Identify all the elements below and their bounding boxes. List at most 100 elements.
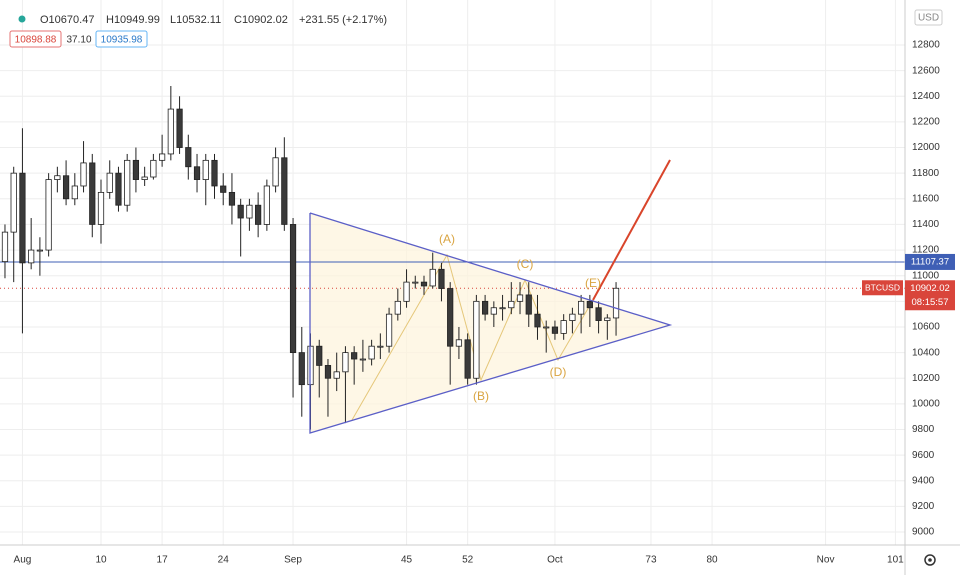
candle-body (586, 300, 593, 309)
wave-label: (B) (473, 389, 489, 403)
countdown-label: 08:15:57 (912, 297, 949, 308)
candle-body (516, 294, 524, 302)
candle-body (272, 157, 279, 187)
candle-body (604, 317, 611, 321)
candle-body (167, 108, 174, 155)
candle-body (228, 191, 236, 206)
candle-body (281, 157, 288, 225)
ohlc-open: O10670.47 (40, 14, 94, 26)
candle-body (1, 231, 9, 263)
candle-body (499, 307, 506, 310)
candle-body (578, 300, 585, 315)
candle-body (560, 320, 567, 334)
symbol-box (862, 280, 903, 296)
candle-body (263, 185, 270, 225)
settings-icon[interactable] (924, 554, 936, 566)
candle-body (464, 339, 471, 379)
candle-body (62, 175, 70, 200)
last-price-box (905, 280, 955, 311)
y-tick-label: 9400 (912, 475, 935, 486)
candle-body (202, 159, 209, 180)
candle-body (237, 204, 244, 219)
candle-body (385, 313, 393, 347)
indicator-box (9, 30, 62, 48)
candle-body (394, 300, 401, 315)
y-tick-label: 12800 (912, 40, 940, 51)
candle-body (193, 166, 201, 180)
candle-body (508, 300, 515, 309)
candle-body (36, 249, 44, 252)
candle-body (377, 345, 384, 348)
candle-body (342, 352, 349, 373)
x-tick-label: Aug (14, 555, 32, 566)
y-tick-label: 10000 (912, 399, 940, 410)
indicator-value: 37.10 (66, 35, 91, 46)
currency-box (914, 9, 943, 26)
candle-body (595, 307, 602, 321)
y-tick-label: 11800 (912, 168, 940, 179)
candle-body (412, 281, 419, 284)
candle-body (473, 300, 480, 379)
ohlc-high: H10949.99 (106, 14, 160, 26)
candle-body (298, 352, 305, 386)
ohlc-change: +231.55 (+2.17%) (299, 14, 387, 26)
y-tick-label: 10600 (912, 322, 940, 333)
x-tick-label: Oct (547, 555, 563, 566)
y-tick-label: 12600 (912, 65, 940, 76)
y-tick-label: 9600 (912, 450, 935, 461)
wave-label: (C) (517, 257, 534, 271)
candles (1, 86, 620, 430)
candle-body (150, 159, 157, 178)
y-tick-label: 12400 (912, 91, 940, 102)
x-tick-label: Nov (817, 555, 835, 566)
status-dot (18, 15, 26, 23)
x-tick-label: Sep (284, 555, 302, 566)
candle-body (97, 191, 105, 225)
ohlc-low: L10532.11 (170, 14, 221, 26)
candle-body (420, 281, 428, 287)
candle-body (124, 159, 131, 206)
indicator-value: 10898.88 (15, 35, 57, 46)
candle-body (543, 326, 550, 329)
y-tick-label: 11200 (912, 245, 940, 256)
indicator-box (95, 30, 148, 48)
candle-body (289, 224, 297, 354)
price-label-box (905, 253, 955, 270)
x-tick-label: 10 (95, 555, 107, 566)
currency: USD (918, 13, 939, 24)
candle-body (569, 313, 576, 321)
candle-body (176, 108, 183, 148)
candle-body (10, 172, 17, 233)
wave-label: (D) (550, 365, 567, 379)
candle-body (45, 179, 52, 251)
indicator-value: 10935.98 (101, 35, 143, 46)
y-tick-label: 12000 (912, 142, 940, 153)
candle-body (159, 153, 166, 161)
candle-body (71, 185, 78, 200)
candle-body (220, 185, 227, 193)
wave-label: (E) (585, 276, 601, 290)
y-tick-label: 11600 (912, 193, 940, 204)
candle-body (28, 249, 35, 264)
candle-body (211, 159, 218, 187)
candle-body (490, 307, 497, 315)
y-tick-label: 11400 (912, 219, 940, 230)
candle-body (246, 204, 253, 219)
price-label: 11107.37 (911, 256, 949, 267)
candle-body (333, 371, 340, 379)
x-tick-label: 101 (887, 555, 904, 566)
axes: 9000 9200 9400 9600 9800 10000 10200 10400 10600… (14, 40, 955, 566)
candle-body (89, 162, 96, 225)
triangle (309, 212, 673, 434)
settings-icon-center (928, 558, 932, 562)
x-tick-label: 80 (707, 555, 719, 566)
candle-body (525, 294, 532, 315)
candle-body (534, 313, 541, 328)
y-tick-label: 10200 (912, 373, 940, 384)
candle-body (115, 172, 122, 206)
y-tick-label: 9200 (912, 501, 935, 512)
candle-body (447, 288, 454, 347)
x-tick-label: 52 (462, 555, 474, 566)
x-tick-label: 73 (645, 555, 657, 566)
